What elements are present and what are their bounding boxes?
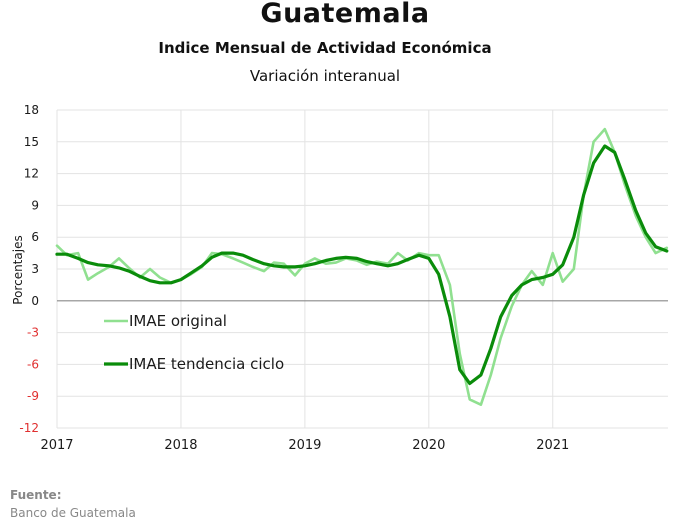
legend-label: IMAE original	[129, 312, 227, 330]
y-tick-label: 9	[31, 198, 39, 212]
series-lines	[55, 127, 669, 406]
legend: IMAE original IMAE tendencia ciclo	[104, 312, 284, 373]
y-tick-label: -3	[27, 326, 39, 340]
y-tick-label: -9	[27, 389, 39, 403]
series-line-imae-tendencia-ciclo	[55, 144, 669, 386]
source-text: Banco de Guatemala	[10, 506, 136, 520]
y-tick-label: 6	[31, 230, 39, 244]
series-line-imae-original	[55, 127, 669, 406]
grid-lines	[56, 109, 668, 429]
y-axis-ticks: 18 15 12 9 6 3 0 -3 -6 -9 -12	[19, 103, 39, 435]
x-tick-label: 2021	[536, 438, 569, 453]
x-tick-label: 2018	[164, 438, 197, 453]
chart-title: Guatemala	[260, 0, 430, 29]
y-tick-label: 3	[31, 262, 39, 276]
x-tick-label: 2019	[288, 438, 321, 453]
y-tick-label: -12	[19, 421, 39, 435]
y-tick-label: -6	[27, 357, 39, 371]
x-tick-label: 2020	[412, 438, 445, 453]
chart-subtitle: Indice Mensual de Actividad Económica	[158, 39, 492, 57]
y-tick-label: 0	[31, 294, 39, 308]
chart-subtitle-variation: Variación interanual	[249, 67, 401, 85]
y-tick-label: 18	[24, 103, 39, 117]
source-label: Fuente:	[10, 488, 62, 502]
legend-label: IMAE tendencia ciclo	[129, 355, 284, 373]
x-tick-label: 2017	[40, 438, 73, 453]
x-axis-ticks: 2017 2018 2019 2020 2021	[40, 438, 569, 453]
y-tick-label: 15	[24, 135, 39, 149]
y-tick-label: 12	[24, 167, 39, 181]
y-axis-title: Porcentajes	[11, 235, 25, 304]
